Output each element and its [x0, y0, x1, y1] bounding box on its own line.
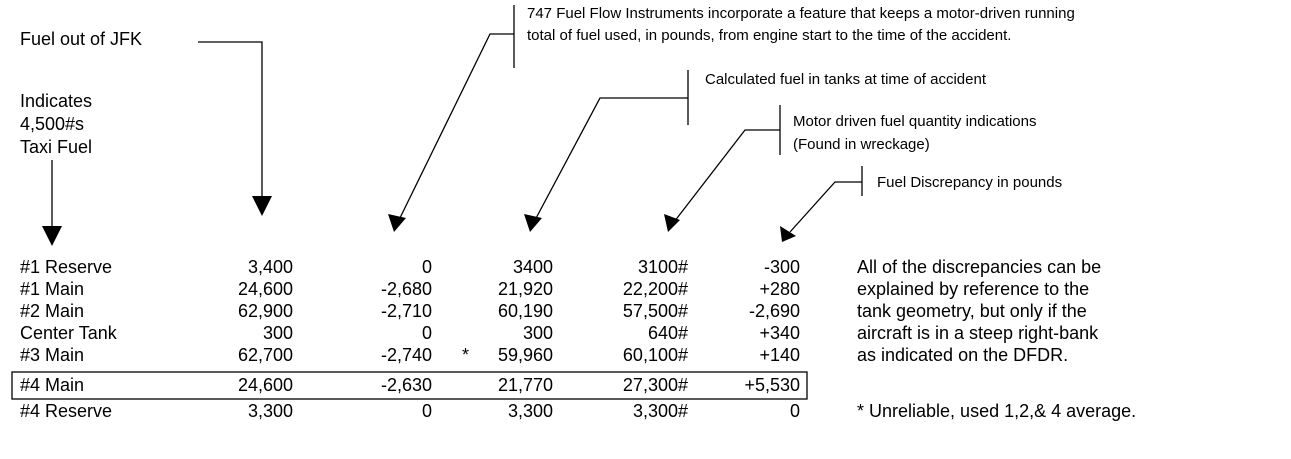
tank-name: #2 Main [20, 301, 84, 321]
cell: -2,690 [749, 301, 800, 321]
cell: 3,300# [633, 401, 688, 421]
taxi-label: 4,500#s [20, 114, 84, 134]
cell: 21,920 [498, 279, 553, 299]
cell: +140 [759, 345, 800, 365]
arrow-head [780, 226, 796, 242]
note-line: explained by reference to the [857, 279, 1089, 299]
fuel-out-label: Fuel out of JFK [20, 29, 142, 49]
cell: +5,530 [744, 375, 800, 395]
arrow-head [664, 214, 680, 232]
taxi-label: Indicates [20, 91, 92, 111]
cell: 300 [263, 323, 293, 343]
cell: 59,960 [498, 345, 553, 365]
cell: 22,200# [623, 279, 688, 299]
arrow [533, 97, 688, 223]
tank-name: Center Tank [20, 323, 118, 343]
arrow [673, 129, 780, 223]
arrow [198, 41, 263, 214]
notes: All of the discrepancies can beexplained… [857, 257, 1101, 365]
note-line: aircraft is in a steep right-bank [857, 323, 1099, 343]
unreliable-mark: * [462, 345, 469, 365]
note-line: as indicated on the DFDR. [857, 345, 1068, 365]
taxi-label: Taxi Fuel [20, 137, 92, 157]
cell: 27,300# [623, 375, 688, 395]
note-line: tank geometry, but only if the [857, 301, 1087, 321]
cell: -2,740 [381, 345, 432, 365]
cell: -2,710 [381, 301, 432, 321]
cell: 21,770 [498, 375, 553, 395]
cell: 57,500# [623, 301, 688, 321]
cell: 0 [422, 323, 432, 343]
arrow-head [388, 214, 406, 232]
cell: +280 [759, 279, 800, 299]
tank-name: #4 Main [20, 375, 84, 395]
highlight-box [11, 371, 808, 400]
cell: 3400 [513, 257, 553, 277]
cell: 62,700 [238, 345, 293, 365]
cell: -2,680 [381, 279, 432, 299]
cell: 3100# [638, 257, 688, 277]
arrow [397, 33, 514, 223]
arrow-head [524, 214, 542, 232]
cell: 640# [648, 323, 688, 343]
annotation: total of fuel used, in pounds, from engi… [527, 27, 1011, 44]
cell: 60,100# [623, 345, 688, 365]
cell: 0 [790, 401, 800, 421]
note-line: All of the discrepancies can be [857, 257, 1101, 277]
footnote: * Unreliable, used 1,2,& 4 average. [857, 401, 1136, 421]
annotation: (Found in wreckage) [793, 136, 930, 153]
cell: 60,190 [498, 301, 553, 321]
cell: 300 [523, 323, 553, 343]
tank-name: #1 Main [20, 279, 84, 299]
annotation: Fuel Discrepancy in pounds [877, 174, 1062, 191]
arrow-head [42, 226, 62, 246]
cell: -2,630 [381, 375, 432, 395]
cell: 0 [422, 257, 432, 277]
cell: 3,300 [508, 401, 553, 421]
cell: 62,900 [238, 301, 293, 321]
tank-name: #1 Reserve [20, 257, 112, 277]
arrow [789, 181, 862, 233]
cell: -300 [764, 257, 800, 277]
cell: 3,400 [248, 257, 293, 277]
cell: 24,600 [238, 375, 293, 395]
annotation: Motor driven fuel quantity indications [793, 113, 1036, 130]
annotation: 747 Fuel Flow Instruments incorporate a … [527, 5, 1075, 22]
tank-name: #3 Main [20, 345, 84, 365]
cell: 3,300 [248, 401, 293, 421]
table: #1 Reserve 3,400 0 3400 3100# -300 #1 Main 24,6… [20, 257, 800, 421]
cell: 0 [422, 401, 432, 421]
cell: +340 [759, 323, 800, 343]
cell: 24,600 [238, 279, 293, 299]
arrow-head [252, 196, 272, 216]
tank-name: #4 Reserve [20, 401, 112, 421]
annotation: Calculated fuel in tanks at time of acci… [705, 71, 987, 88]
